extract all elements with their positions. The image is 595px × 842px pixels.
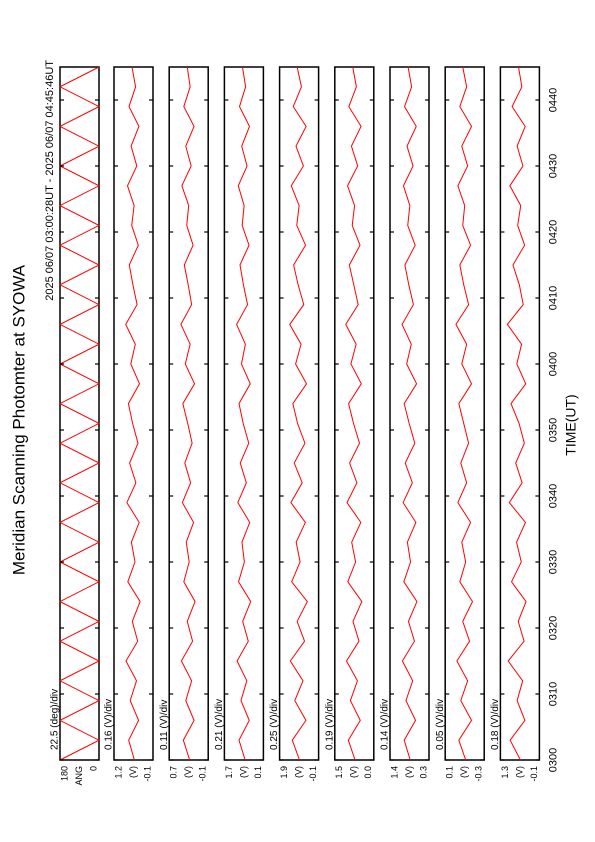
y-tick-label: 1.5: [334, 766, 344, 779]
y-tick-label: -0.1: [308, 766, 318, 782]
trace: [236, 66, 252, 761]
x-tick-label: 0400: [547, 352, 559, 376]
y-tick-label: -0.1: [529, 766, 539, 782]
panel-scale: 0.05 (V)/div: [435, 699, 446, 750]
x-tick-label: 0430: [547, 154, 559, 178]
panel-frame: [168, 66, 209, 761]
x-tick-label: 0320: [547, 616, 559, 640]
trace: [125, 66, 141, 761]
x-tick-label: 0440: [547, 88, 559, 112]
panel-scale: 0.21 (V)/div: [214, 699, 225, 750]
y-tick-label: -0.3: [474, 766, 484, 782]
y-tick-label: 1.4: [389, 766, 399, 779]
x-tick-label: 0300: [547, 748, 559, 772]
y-tick-label: 0.7: [169, 766, 179, 779]
rotated-chart: Meridian Scanning Photomter at SYOWA 202…: [9, 60, 578, 786]
chart-subtitle: 2025 06/07 03:00:28UT - 2025 06/07 04:45…: [44, 60, 56, 301]
trace: [506, 66, 527, 761]
panel-scale: 0.18 (V)/div: [490, 699, 501, 750]
y-tick-label: 1.9: [279, 766, 289, 779]
x-tick-label: 0310: [547, 682, 559, 706]
x-tick-label: 0340: [547, 484, 559, 508]
trace: [289, 66, 308, 761]
x-axis-label: TIME(UT): [563, 394, 579, 455]
y-tick-label: 1.2: [113, 766, 123, 779]
panel-frame: [444, 66, 485, 761]
y-axis-label: (V): [459, 766, 469, 778]
panel-scale: 0.14 (V)/div: [380, 699, 391, 750]
y-tick-label: 180: [59, 766, 69, 781]
panel-frame: [223, 66, 265, 761]
chart-title: Meridian Scanning Photomter at SYOWA: [9, 264, 28, 575]
y-tick-label: 0.1: [253, 766, 263, 779]
y-axis-label: (V): [128, 766, 138, 778]
x-tick-label: 0410: [547, 286, 559, 310]
trace: [58, 66, 101, 761]
panel-frame: [113, 66, 154, 761]
trace: [345, 66, 363, 761]
y-axis-label: (V): [349, 766, 359, 778]
x-tick-label: 0350: [547, 418, 559, 442]
x-tick-label: 0420: [547, 220, 559, 244]
panel-scale: 0.25 (V)/div: [269, 699, 280, 750]
panel-scale: 0.11 (V)/div: [159, 700, 170, 750]
y-tick-label: 0.0: [363, 766, 373, 779]
panel-frame: [278, 66, 320, 761]
y-axis-label: (V): [183, 766, 193, 778]
trace: [180, 66, 196, 761]
y-tick-label: 1.3: [500, 766, 510, 779]
trace: [455, 66, 474, 761]
y-axis-label: (V): [404, 766, 414, 778]
panel-scale: 22.5 (deg)/div: [50, 689, 61, 750]
y-tick-label: 0.3: [418, 766, 428, 779]
y-tick-label: -0.1: [198, 766, 208, 782]
y-axis-label: (V): [514, 766, 524, 778]
y-tick-label: -0.1: [142, 766, 152, 782]
y-tick-label: 1.7: [224, 766, 234, 779]
y-axis-label: (V): [238, 766, 248, 778]
y-axis-label: ANG: [74, 766, 84, 786]
x-tick-label: 0330: [547, 550, 559, 574]
y-axis-label: (V): [293, 766, 303, 778]
trace: [401, 66, 418, 761]
panel-frame: [334, 66, 375, 761]
panel-scale: 0.16 (V)/div: [104, 699, 115, 750]
panel-frame: [59, 66, 100, 761]
panel-scale: 0.19 (V)/div: [324, 699, 335, 750]
panel-frame: [389, 66, 430, 761]
y-tick-label: 0.1: [445, 766, 455, 779]
y-tick-label: 0: [88, 766, 98, 771]
